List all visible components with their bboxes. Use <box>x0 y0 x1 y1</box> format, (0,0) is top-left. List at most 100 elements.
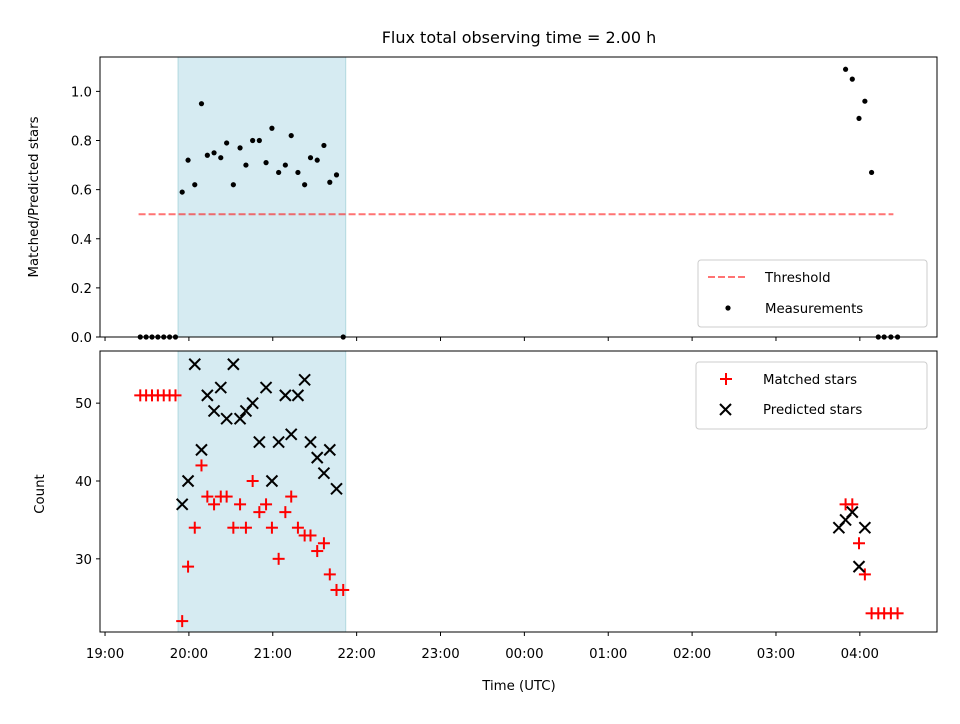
matched-star-point <box>169 389 182 402</box>
x-tick-label: 00:00 <box>505 647 543 662</box>
matched-star-point <box>188 521 201 534</box>
y-tick-label: 30 <box>75 553 92 568</box>
top-x-ticks <box>104 337 861 341</box>
measurement-point <box>230 182 236 188</box>
measurement-point <box>282 162 288 168</box>
predicted-star-point <box>285 428 298 441</box>
measurement-point <box>269 125 275 131</box>
measurement-points <box>137 66 901 340</box>
x-tick-label: 04:00 <box>841 647 879 662</box>
x-tick-label: 22:00 <box>337 647 375 662</box>
measurement-point <box>321 142 327 149</box>
measurement-point <box>263 160 269 166</box>
measurement-point <box>862 98 868 104</box>
matched-star-point <box>227 521 240 534</box>
matched-star-point <box>208 498 221 511</box>
matched-star-point <box>234 498 247 511</box>
matched-star-point <box>285 490 298 503</box>
matched-star-point <box>253 506 266 519</box>
legend-measurements-label: Measurements <box>765 302 863 317</box>
matched-star-point <box>317 537 330 550</box>
legend-threshold-label: Threshold <box>764 271 831 286</box>
predicted-star-point <box>175 498 189 511</box>
measurement-point <box>295 169 301 176</box>
predicted-star-point <box>858 521 872 534</box>
measurement-point <box>198 101 205 107</box>
measurement-point <box>333 172 340 178</box>
measurement-point <box>185 157 191 163</box>
matched-star-points <box>134 389 904 628</box>
matched-star-point <box>195 459 208 472</box>
predicted-star-point <box>272 435 285 449</box>
top-highlight-span <box>177 56 347 338</box>
measurement-point <box>250 137 256 144</box>
predicted-star-point <box>852 560 866 573</box>
matched-star-point <box>272 552 285 565</box>
x-axis-label: Time (UTC) <box>481 679 556 694</box>
y-tick-label: 0.2 <box>71 282 92 297</box>
predicted-star-point <box>291 389 305 402</box>
matched-star-point <box>846 498 859 511</box>
legend-matched-swatch <box>720 373 732 385</box>
predicted-star-point <box>181 474 195 488</box>
y-tick-label: 40 <box>75 475 92 490</box>
measurement-point <box>243 162 249 168</box>
measurement-point <box>288 132 294 139</box>
predicted-star-point <box>311 451 324 464</box>
x-tick-label: 01:00 <box>589 647 627 662</box>
predicted-star-point <box>227 358 240 371</box>
bottom-axes-frame <box>99 350 938 633</box>
matched-star-point <box>304 529 317 542</box>
predicted-star-point <box>330 482 343 495</box>
x-tick-label: 03:00 <box>757 647 795 662</box>
predicted-star-point <box>246 396 259 410</box>
x-tick-label: 21:00 <box>254 647 292 662</box>
predicted-star-point <box>304 435 317 449</box>
predicted-star-points <box>175 358 872 573</box>
matched-star-point <box>858 568 871 581</box>
measurement-point <box>237 145 243 151</box>
predicted-star-point <box>846 505 859 519</box>
matched-star-point <box>260 498 273 511</box>
bottom-legend-box <box>695 361 928 430</box>
y-tick-label: 0.0 <box>71 331 92 346</box>
matched-star-point <box>337 583 350 596</box>
measurement-point <box>179 189 185 195</box>
predicted-star-point <box>259 381 273 394</box>
measurement-point <box>856 115 862 122</box>
x-tick-label: 23:00 <box>421 647 459 662</box>
y-tick-label: 0.8 <box>71 135 92 150</box>
predicted-star-point <box>253 435 266 449</box>
predicted-star-point <box>233 412 247 425</box>
top-legend: Threshold Measurements <box>697 259 928 328</box>
predicted-star-point <box>220 412 233 425</box>
x-tick-label: 02:00 <box>673 647 711 662</box>
predicted-star-point <box>207 404 221 418</box>
predicted-star-point <box>188 358 201 371</box>
matched-star-point <box>891 607 904 620</box>
top-y-ticks: 0.0 0.2 0.4 0.6 0.8 1.0 <box>71 85 100 346</box>
predicted-star-point <box>279 389 292 402</box>
top-y-axis-label: Matched/Predicted stars <box>27 116 42 277</box>
matched-star-point <box>246 474 259 487</box>
top-axes-frame <box>99 56 938 338</box>
predicted-star-point <box>298 373 311 387</box>
y-tick-label: 0.4 <box>71 233 92 248</box>
x-tick-label: 19:00 <box>86 647 124 662</box>
measurement-point <box>204 152 210 158</box>
legend-matched-label: Matched stars <box>763 373 857 388</box>
matched-star-point <box>265 521 278 534</box>
measurement-point <box>224 140 230 146</box>
measurement-point <box>842 66 849 72</box>
predicted-star-point <box>195 443 208 457</box>
bottom-y-axis-label: Count <box>33 474 48 514</box>
matched-star-point <box>853 537 866 550</box>
measurement-point <box>307 155 314 161</box>
predicted-star-point <box>323 443 337 457</box>
measurement-point <box>868 169 875 176</box>
measurement-point <box>218 155 224 161</box>
x-tick-label: 20:00 <box>170 647 208 662</box>
chart-title: Flux total observing time = 2.00 h <box>382 28 657 47</box>
top-legend-box <box>697 259 928 328</box>
